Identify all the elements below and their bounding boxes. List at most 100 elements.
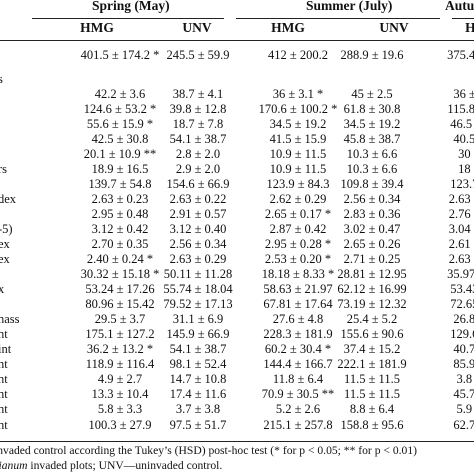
table-cell: 18 ± 8 <box>458 162 474 176</box>
table-row: s <box>0 72 474 92</box>
table-cell: 36.2 ± 13.2 * <box>86 342 154 356</box>
table-cell: 215.1 ± 257.8 <box>263 418 333 432</box>
table-cell: 145.9 ± 66.9 <box>166 327 230 341</box>
table-row: ex 2.40 ± 0.24 * 2.63 ± 0.29 2.53 ± 0.20 * 2… <box>0 252 474 272</box>
table-cell: 27.6 ± 4.8 <box>272 312 324 326</box>
table-cell: 45 ± 2.5 <box>351 87 393 101</box>
group-hmg-autumn: HMG <box>465 20 474 35</box>
table-cell: 2.63 ± 0.2 <box>448 252 474 266</box>
row-label: -5) <box>0 222 13 236</box>
table-cell: 14.7 ± 10.8 <box>169 372 227 386</box>
footnote-line-1: invaded control according the Tukey’s (H… <box>0 444 417 457</box>
table-row: nt 5.8 ± 3.3 3.7 ± 3.8 5.2 ± 2.6 8.8 ± 6.4 5.… <box>0 402 474 422</box>
table-row: nt 13.3 ± 10.4 17.4 ± 11.6 70.9 ± 30.5 ** 11… <box>0 387 474 407</box>
table-cell: 54.1 ± 38.7 <box>169 342 227 356</box>
table-cell: 2.63 ± 0.23 <box>91 192 149 206</box>
table-cell: 2.87 ± 0.42 <box>269 222 327 236</box>
table-cell: 2.8 ± 2.0 <box>175 147 221 161</box>
table-cell: 36 ± 2.4 <box>453 87 474 101</box>
row-label: nt <box>0 372 8 386</box>
table-cell: 109.8 ± 39.4 <box>340 177 404 191</box>
table-cell: 5.9 ± 3 <box>456 402 474 416</box>
group-header-row: HMG UNV HMG UNV HMG <box>0 18 474 40</box>
table-cell: 85.9 ± 3 <box>453 357 474 371</box>
table-cell: 412 ± 200.2 <box>268 48 328 62</box>
table-cell: 60.2 ± 30.4 * <box>264 342 332 356</box>
table-row: dex 2.63 ± 0.23 2.63 ± 0.22 2.62 ± 0.29 2.56… <box>0 192 474 212</box>
table-cell: 144.4 ± 166.7 <box>263 357 333 371</box>
row-label: nt <box>0 387 8 401</box>
table-cell: 20.1 ± 10.9 ** <box>83 147 157 161</box>
table-cell: 118.9 ± 116.4 <box>85 357 155 371</box>
table-cell: 375.4 ± 10 <box>447 48 474 62</box>
table-cell: 40.7 ± 2 <box>453 342 474 356</box>
table-cell: 288.9 ± 19.6 <box>340 48 404 62</box>
table-cell: 61.8 ± 30.8 <box>343 102 401 116</box>
table-row: nt 4.9 ± 2.7 14.7 ± 10.8 11.8 ± 6.4 11.5 ± 1… <box>0 372 474 392</box>
table-cell: 37.4 ± 15.2 <box>343 342 401 356</box>
table-cell: 2.76 ± 0.2 <box>448 207 474 221</box>
table-cell: 129.6 ± 4 <box>450 327 474 341</box>
table-cell: 139.7 ± 54.8 <box>88 177 152 191</box>
table-cell: 170.6 ± 100.2 * <box>258 102 338 116</box>
table-cell: 35.97 ± 15 <box>447 267 474 281</box>
table-cell: 55.6 ± 15.9 * <box>86 117 154 131</box>
autumn-underline <box>452 18 474 19</box>
table-row: x 53.24 ± 17.26 55.74 ± 18.04 58.63 ± 21.97… <box>0 282 474 302</box>
row-label: dex <box>0 192 17 206</box>
season-autumn: Autum <box>445 0 474 13</box>
table-cell: 40.5 ± 2 <box>453 132 474 146</box>
table-row: 139.7 ± 54.8 154.6 ± 66.9 123.9 ± 84.3 109.… <box>0 177 474 197</box>
table-cell: 2.63 ± 0.29 <box>169 252 227 266</box>
table-row: nt 100.3 ± 27.9 97.5 ± 51.7 215.1 ± 257.8 15… <box>0 418 474 438</box>
table-row: -5) 3.12 ± 0.42 3.12 ± 0.40 2.87 ± 0.42 3.02… <box>0 222 474 242</box>
table-cell: 13.3 ± 10.4 <box>91 387 149 401</box>
row-label: ex <box>0 252 10 266</box>
table-cell: 2.56 ± 0.34 <box>343 192 401 206</box>
table-row: 42.2 ± 3.6 38.7 ± 4.1 36 ± 3.1 * 45 ± 2.5 36… <box>0 87 474 107</box>
table-cell: 45.8 ± 38.7 <box>343 132 401 146</box>
table-cell: 73.19 ± 12.32 <box>337 297 407 311</box>
table-cell: 2.63 ± 0.2 <box>448 192 474 206</box>
season-header-row: Spring (May) Summer (July) Autum <box>0 0 474 18</box>
row-label: nt <box>0 418 8 432</box>
table-cell: 401.5 ± 174.2 * <box>80 48 160 62</box>
table-cell: 62.12 ± 16.99 <box>337 282 407 296</box>
table-cell: 10.3 ± 6.6 <box>346 162 398 176</box>
table-cell: 46.5 ± 20 <box>450 117 474 131</box>
table-cell: 123.7 ± 6 <box>450 177 474 191</box>
table-row: nt 175.1 ± 127.2 145.9 ± 66.9 228.3 ± 181.9… <box>0 327 474 347</box>
table-cell: 80.96 ± 15.42 <box>85 297 155 311</box>
table-cell: 38.7 ± 4.1 <box>172 87 224 101</box>
footnote-line-2: zianum invaded plots; UNV—uninvaded cont… <box>0 459 222 472</box>
table-cell: 18.9 ± 16.5 <box>91 162 149 176</box>
table-cell: 30.32 ± 15.18 * <box>80 267 160 281</box>
table-cell: 100.3 ± 27.9 <box>88 418 152 432</box>
table-cell: 72.65 ± 1 <box>450 297 474 311</box>
table-cell: 29.5 ± 3.7 <box>94 312 146 326</box>
row-label: rs <box>0 162 8 176</box>
season-spring: Spring (May) <box>92 0 170 13</box>
table-cell: 2.65 ± 0.17 * <box>264 207 332 221</box>
table-cell: 2.53 ± 0.20 * <box>264 252 332 266</box>
row-label: s <box>0 72 3 86</box>
table-cell: 34.5 ± 19.2 <box>343 117 401 131</box>
table-cell: 42.2 ± 3.6 <box>94 87 146 101</box>
table-row: 30.32 ± 15.18 * 50.11 ± 11.28 18.18 ± 8.33… <box>0 267 474 287</box>
table-cell: 34.5 ± 19.2 <box>269 117 327 131</box>
table-cell: 55.74 ± 18.04 <box>163 282 233 296</box>
table-row: 80.96 ± 15.42 79.52 ± 17.13 67.81 ± 17.64 7… <box>0 297 474 317</box>
table-row: 20.1 ± 10.9 ** 2.8 ± 2.0 10.9 ± 11.5 10.3 ±… <box>0 147 474 167</box>
table-cell: 50.11 ± 11.28 <box>163 267 233 281</box>
table-cell: 3.8 ± 1 <box>456 372 474 386</box>
table-row: 2.95 ± 0.48 2.91 ± 0.57 2.65 ± 0.17 * 2.83 … <box>0 207 474 227</box>
group-hmg-spring: HMG <box>80 20 114 35</box>
table-cell: 10.9 ± 11.5 <box>269 162 327 176</box>
table-cell: 45.7 ± 2 <box>453 387 474 401</box>
row-label: ex <box>0 237 10 251</box>
table-cell: 28.81 ± 12.95 <box>337 267 407 281</box>
table-row: 124.6 ± 53.2 * 39.8 ± 12.8 170.6 ± 100.2 *… <box>0 102 474 122</box>
table-cell: 36 ± 3.1 * <box>272 87 324 101</box>
table-cell: 2.9 ± 2.0 <box>175 162 221 176</box>
